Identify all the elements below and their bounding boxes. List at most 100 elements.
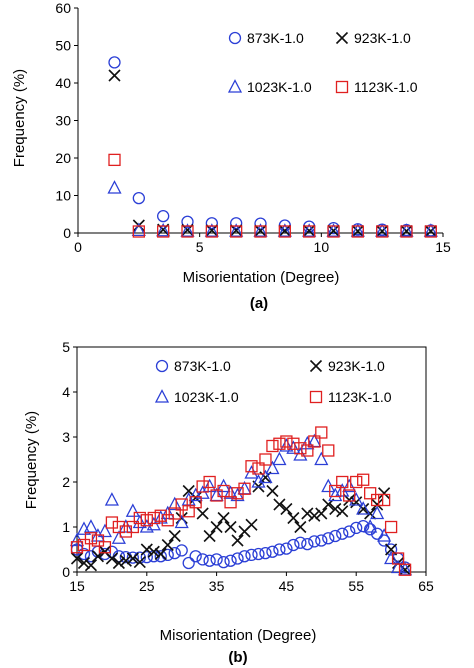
data-point — [301, 537, 314, 551]
data-point — [259, 546, 272, 560]
data-point — [132, 191, 145, 205]
data-point — [273, 437, 286, 450]
data-point — [230, 217, 243, 230]
data-point — [205, 217, 218, 230]
data-point — [314, 451, 329, 466]
x-tick-label: 65 — [418, 578, 434, 594]
data-point — [308, 535, 321, 548]
y-tick-label: 50 — [55, 38, 71, 54]
series-1123k-1-0 — [108, 153, 437, 238]
data-point — [119, 554, 132, 567]
data-point — [326, 223, 341, 237]
data-point — [126, 552, 139, 565]
data-point — [384, 543, 398, 556]
y-tick-label: 20 — [55, 150, 71, 166]
data-point — [266, 545, 279, 558]
data-point — [384, 520, 398, 534]
data-point — [160, 505, 175, 520]
data-point — [400, 225, 413, 238]
data-point — [342, 478, 357, 493]
x-tick-label: 55 — [348, 578, 364, 594]
legend-marker-923k-1-0 — [335, 31, 349, 45]
data-point — [175, 511, 188, 525]
data-point — [351, 225, 364, 238]
data-point — [230, 225, 243, 238]
data-point — [376, 225, 389, 238]
data-point — [315, 507, 328, 520]
panel-b-y-axis-label: Frequency (%) — [23, 411, 40, 509]
data-point — [147, 545, 160, 558]
legend-label-1123k-1-0: 1123K-1.0 — [354, 79, 418, 95]
data-point — [294, 536, 307, 549]
data-point — [108, 69, 121, 82]
data-point — [349, 492, 364, 506]
data-point — [238, 550, 251, 563]
legend-label-873k-1-0: 873K-1.0 — [247, 30, 304, 46]
data-point — [224, 554, 237, 567]
data-point — [196, 507, 209, 520]
y-tick-label: 0 — [63, 225, 71, 241]
y-tick-label: 3 — [62, 429, 70, 445]
data-point — [251, 474, 266, 488]
data-point — [343, 525, 356, 538]
panel-a-y-axis-label: Frequency (%) — [11, 69, 28, 167]
data-point — [231, 552, 244, 565]
data-point — [182, 556, 195, 570]
data-point — [217, 511, 230, 525]
data-point — [140, 551, 153, 564]
data-point — [254, 217, 267, 230]
data-point — [301, 444, 314, 457]
data-point — [217, 555, 230, 569]
y-tick-label: 2 — [62, 474, 70, 490]
data-point — [259, 453, 272, 466]
legend-label-1023k-1-0: 1023K-1.0 — [247, 79, 312, 95]
data-point — [336, 527, 349, 540]
data-point — [375, 223, 390, 237]
data-point — [377, 528, 392, 542]
data-point — [252, 547, 265, 561]
data-point — [370, 493, 384, 507]
data-point — [77, 547, 91, 561]
panel-a-x-axis-label: Misorientation (Degree) — [183, 269, 340, 286]
data-point — [364, 523, 377, 536]
data-point — [336, 475, 349, 489]
data-point — [272, 451, 287, 466]
data-point — [84, 532, 98, 545]
data-point — [329, 484, 342, 498]
legend-marker-923k-1-0 — [309, 359, 323, 373]
data-point — [258, 469, 273, 484]
data-point — [154, 550, 167, 563]
x-tick-label: 45 — [279, 578, 295, 594]
y-tick-label: 30 — [55, 113, 71, 129]
data-point — [364, 487, 377, 500]
data-point — [350, 475, 363, 489]
legend-marker-1023k-1-0 — [227, 79, 243, 93]
data-point — [322, 444, 335, 457]
data-point — [308, 435, 321, 448]
data-point — [287, 511, 300, 525]
data-point — [322, 532, 335, 545]
data-point — [168, 507, 181, 520]
data-point — [370, 527, 384, 540]
data-point — [356, 501, 371, 515]
data-point — [157, 209, 170, 223]
series-1023k-1-0 — [107, 180, 438, 237]
data-point — [224, 496, 237, 509]
legend-marker-1123k-1-0 — [309, 390, 323, 404]
data-point — [265, 460, 280, 475]
data-point — [315, 534, 328, 547]
data-point — [400, 225, 413, 238]
data-point — [205, 224, 218, 237]
y-tick-label: 40 — [55, 75, 71, 91]
data-point — [303, 225, 316, 238]
data-point — [126, 520, 139, 534]
data-point — [350, 521, 363, 535]
data-point — [343, 489, 356, 502]
data-point — [357, 473, 370, 486]
legend-marker-873k-1-0 — [155, 359, 169, 373]
x-tick-label: 0 — [74, 239, 82, 255]
data-point — [156, 222, 171, 237]
data-point — [107, 180, 122, 194]
data-point — [224, 520, 237, 534]
data-point — [363, 519, 378, 533]
